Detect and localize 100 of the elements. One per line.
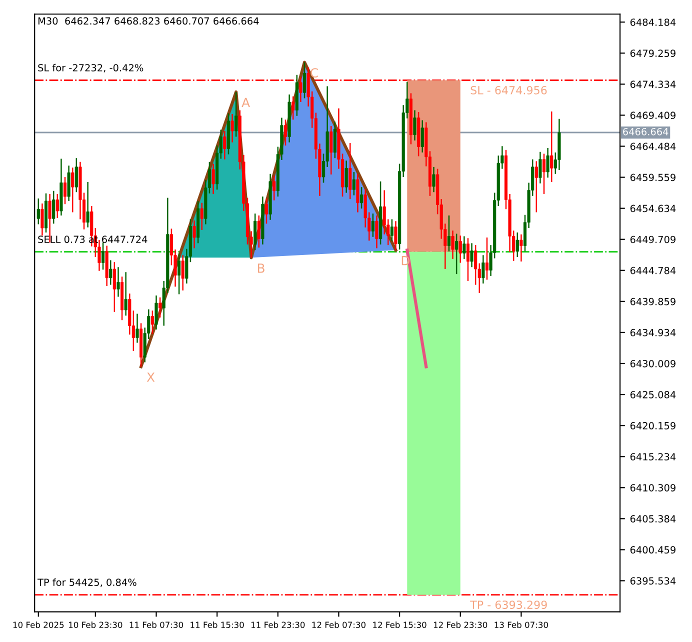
candlestick [360,186,364,210]
ref-line-label: SL for -27232, -0.42% [38,64,144,72]
candlestick [413,110,416,142]
y-tick-label: 6444.784 [630,266,676,274]
candlestick [154,294,158,330]
annotation: X [146,372,155,382]
candlestick [200,202,204,231]
ref-line-label: 6466.664 [623,128,668,136]
candlestick [299,76,302,103]
candlestick [542,153,546,195]
x-tick-label: 13 Feb 07:30 [494,622,548,628]
chart-title: M30 6462.347 6468.823 6460.707 6466.664 [38,17,259,25]
annotation: TP - 6393.299 [470,600,547,609]
candlestick [302,62,306,99]
candlestick [257,214,260,248]
candlestick [112,261,116,312]
y-tick-label: 6469.409 [630,112,676,120]
x-tick-label: 12 Feb 15:30 [373,622,426,628]
candlestick [474,244,478,286]
candlestick [432,166,436,193]
annotation: SL - 6474.956 [470,86,547,94]
candlestick [150,310,154,335]
candlestick [447,214,451,252]
candlestick [71,166,74,213]
y-tick-label: 6415.234 [630,453,676,460]
x-tick-label: 11 Feb 07:30 [130,622,184,628]
candlestick [52,190,56,224]
candlestick [212,163,215,195]
candlestick [352,171,356,196]
candlestick [40,202,44,236]
candlestick [178,252,181,295]
candlestick [375,214,378,249]
y-tick-label: 6449.709 [630,236,676,244]
y-tick-label: 6405.384 [630,515,676,522]
candlestick [344,160,348,194]
y-tick-label: 6454.634 [630,204,676,212]
candlestick [333,120,336,159]
candlestick [86,181,90,228]
y-tick-label: 6474.334 [630,80,676,88]
candlestick [63,176,67,205]
candlestick [356,173,360,213]
candlestick [158,296,162,318]
x-tick-label: 11 Feb 15:30 [190,622,244,628]
y-tick-label: 6439.859 [630,298,676,306]
y-tick-label: 6434.934 [630,328,676,336]
x-tick-label: 12 Feb 07:30 [312,622,366,628]
candlestick [546,147,550,178]
candlestick [462,236,466,260]
y-tick-label: 6395.534 [630,577,676,585]
candlestick [223,130,226,160]
candlestick [292,96,295,120]
candlestick [451,230,454,260]
candlestick [136,313,139,344]
candlestick [67,165,70,202]
candlestick [458,235,462,264]
candlestick [192,220,196,249]
candlestick [230,113,234,143]
candlestick [394,220,398,251]
y-tick-label: 6400.459 [630,546,676,554]
candlestick [234,91,238,138]
candlestick [466,238,470,282]
candlestick [254,212,257,251]
annotation: A [242,98,250,107]
candlestick [534,160,538,213]
candlestick [516,232,519,258]
candlestick [371,212,374,238]
candlestick [101,242,105,270]
candlestick [470,242,474,268]
y-tick-label: 6425.084 [630,391,676,398]
candlestick [520,234,523,262]
candlestick [116,266,120,298]
y-tick-label: 6484.184 [630,18,676,26]
x-tick-label: 11 Feb 23:30 [251,622,305,628]
candlestick [550,110,554,183]
annotation: C [310,68,318,78]
candlestick [124,272,128,316]
candlestick [284,119,288,146]
y-tick-label: 6464.484 [630,142,676,150]
candlestick [455,233,458,275]
x-tick-label: 12 Feb 23:30 [434,622,488,628]
candlestick [272,175,276,201]
candlestick [74,157,78,193]
y-tick-label: 6430.009 [630,360,676,368]
candlestick [109,260,112,286]
ref-line-label: TP for 54425, 0.84% [38,578,136,587]
candlestick [181,254,184,292]
y-tick-label: 6410.309 [630,484,676,492]
candlestick [56,193,59,219]
x-tick-label: 10 Feb 2025 [13,622,64,628]
y-tick-label: 6479.259 [630,50,676,57]
candlestick [538,151,542,184]
annotation: B [258,264,264,273]
candlestick [482,254,485,284]
y-tick-label: 6420.159 [630,422,676,430]
candlestick [420,120,424,154]
candlestick [330,125,333,176]
candlestick [264,198,268,224]
candlestick [485,236,489,280]
candlestick [348,142,352,200]
y-tick-label: 6459.559 [630,174,676,182]
